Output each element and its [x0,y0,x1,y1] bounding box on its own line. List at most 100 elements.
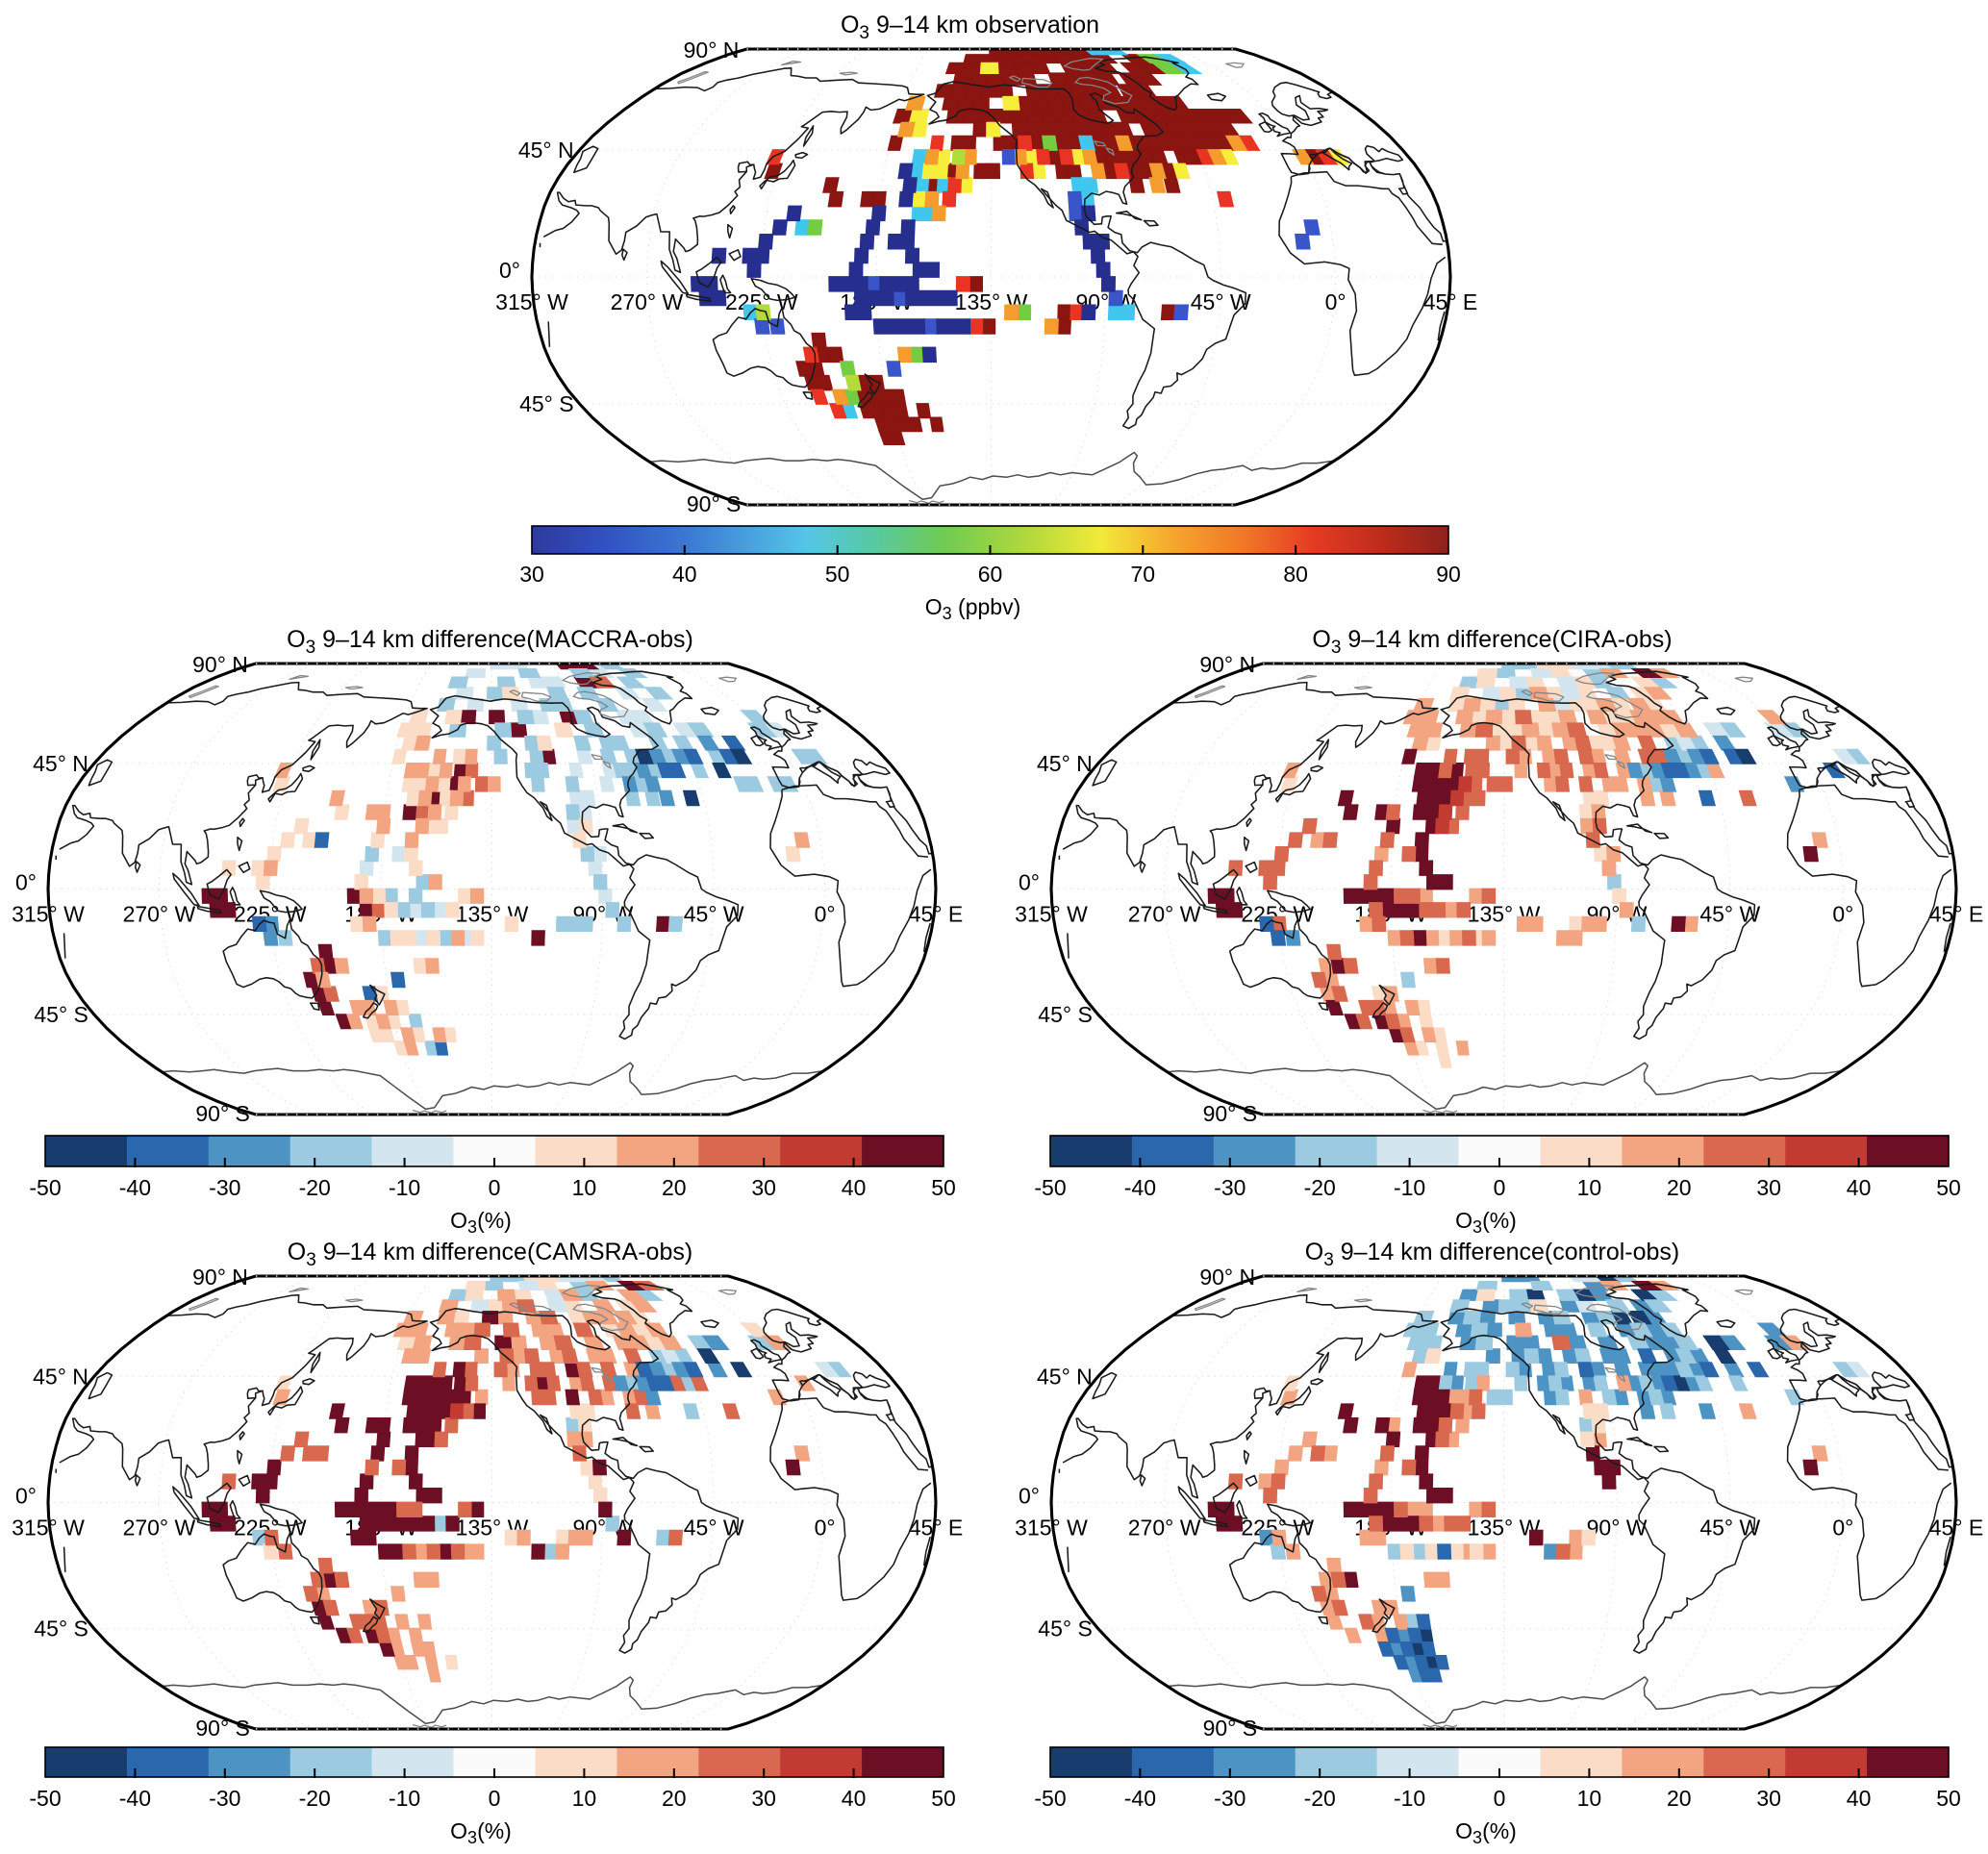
svg-text:0: 0 [489,1175,501,1200]
svg-text:0: 0 [489,1786,501,1811]
svg-text:90° W: 90° W [1587,1516,1648,1541]
svg-text:0°: 0° [1832,902,1853,927]
svg-text:40: 40 [672,562,697,587]
svg-text:90° S: 90° S [195,1101,250,1126]
svg-text:30: 30 [519,562,544,587]
svg-text:-20: -20 [1304,1175,1336,1200]
svg-text:80: 80 [1283,562,1308,587]
svg-text:-10: -10 [1394,1786,1425,1811]
svg-text:45° W: 45° W [684,1516,744,1541]
svg-text:20: 20 [662,1786,687,1811]
svg-text:O3 9–14 km difference(control-: O3 9–14 km difference(control-obs) [1305,1239,1679,1270]
svg-text:-50: -50 [1034,1175,1066,1200]
svg-text:40: 40 [1847,1175,1872,1200]
svg-text:45° S: 45° S [519,391,574,416]
svg-text:-50: -50 [29,1786,61,1811]
svg-text:10: 10 [1577,1786,1602,1811]
svg-text:45° W: 45° W [1699,902,1760,927]
svg-text:-50: -50 [1034,1786,1066,1811]
svg-text:O3 9–14 km observation: O3 9–14 km observation [841,12,1099,43]
svg-text:60: 60 [978,562,1003,587]
svg-text:-10: -10 [389,1786,420,1811]
svg-text:90° S: 90° S [687,491,742,516]
svg-text:-40: -40 [1124,1175,1156,1200]
svg-text:-40: -40 [1124,1786,1156,1811]
svg-text:45° W: 45° W [1699,1516,1760,1541]
svg-text:90° N: 90° N [192,652,248,677]
svg-text:270° W: 270° W [1128,1516,1201,1541]
svg-text:45° N: 45° N [518,138,574,163]
svg-text:-30: -30 [209,1786,240,1811]
svg-text:90° N: 90° N [192,1265,248,1290]
svg-text:10: 10 [572,1175,597,1200]
svg-text:45° S: 45° S [34,1002,88,1027]
svg-text:90: 90 [1436,562,1461,587]
svg-text:0°: 0° [1019,870,1040,895]
svg-text:-50: -50 [29,1175,61,1200]
svg-text:270° W: 270° W [611,289,684,314]
svg-text:50: 50 [1936,1175,1961,1200]
svg-text:O3 (ppbv): O3 (ppbv) [925,594,1021,623]
svg-text:0°: 0° [15,1484,37,1509]
svg-text:50: 50 [1936,1786,1961,1811]
svg-text:50: 50 [825,562,850,587]
svg-text:45° S: 45° S [1038,1002,1093,1027]
svg-text:O3(%): O3(%) [450,1208,512,1237]
svg-text:0°: 0° [499,258,520,283]
svg-text:20: 20 [1667,1175,1692,1200]
svg-text:O3 9–14 km difference(CIRA-obs: O3 9–14 km difference(CIRA-obs) [1312,626,1672,658]
svg-text:45° N: 45° N [1037,751,1093,776]
svg-text:-20: -20 [1304,1786,1336,1811]
svg-text:-30: -30 [1214,1175,1246,1200]
svg-text:O3 9–14 km difference(CAMSRA-o: O3 9–14 km difference(CAMSRA-obs) [288,1239,692,1270]
svg-text:-40: -40 [119,1175,151,1200]
svg-text:O3(%): O3(%) [1455,1818,1517,1847]
svg-text:0°: 0° [1019,1484,1040,1509]
svg-text:45° W: 45° W [1191,289,1251,314]
svg-text:45° W: 45° W [684,902,744,927]
svg-text:10: 10 [1577,1175,1602,1200]
svg-text:40: 40 [842,1786,867,1811]
svg-text:-20: -20 [299,1175,331,1200]
svg-text:40: 40 [842,1175,867,1200]
svg-text:-10: -10 [1394,1175,1425,1200]
svg-text:270° W: 270° W [1128,902,1201,927]
svg-text:90° S: 90° S [195,1716,250,1741]
svg-text:270° W: 270° W [123,1516,196,1541]
svg-text:20: 20 [1667,1786,1692,1811]
svg-text:90° N: 90° N [684,38,740,63]
svg-text:0°: 0° [815,1516,836,1541]
svg-text:0°: 0° [1325,289,1346,314]
svg-text:90° N: 90° N [1199,1265,1255,1290]
svg-text:50: 50 [931,1175,956,1200]
svg-text:70: 70 [1131,562,1156,587]
svg-text:90° S: 90° S [1203,1101,1258,1126]
svg-text:-40: -40 [119,1786,151,1811]
svg-text:135° W: 135° W [1468,1516,1541,1541]
svg-text:45° S: 45° S [34,1616,88,1641]
svg-text:45° S: 45° S [1038,1616,1093,1641]
svg-text:-30: -30 [209,1175,240,1200]
svg-text:40: 40 [1847,1786,1872,1811]
svg-text:0: 0 [1494,1175,1506,1200]
svg-text:50: 50 [931,1786,956,1811]
svg-text:30: 30 [1756,1786,1781,1811]
svg-text:45° N: 45° N [33,1364,88,1389]
svg-text:0: 0 [1494,1786,1506,1811]
svg-text:0°: 0° [15,870,37,895]
svg-text:-20: -20 [299,1786,331,1811]
svg-text:O3(%): O3(%) [450,1818,512,1847]
svg-text:90° S: 90° S [1203,1716,1258,1741]
svg-text:-30: -30 [1214,1786,1246,1811]
svg-text:O3(%): O3(%) [1455,1208,1517,1237]
svg-text:30: 30 [751,1786,776,1811]
svg-text:270° W: 270° W [123,902,196,927]
svg-text:30: 30 [1756,1175,1781,1200]
svg-text:0°: 0° [1832,1516,1853,1541]
svg-text:45° N: 45° N [33,751,88,776]
svg-text:-10: -10 [389,1175,420,1200]
svg-text:90° N: 90° N [1199,652,1255,677]
svg-text:30: 30 [751,1175,776,1200]
svg-text:20: 20 [662,1175,687,1200]
svg-text:10: 10 [572,1786,597,1811]
